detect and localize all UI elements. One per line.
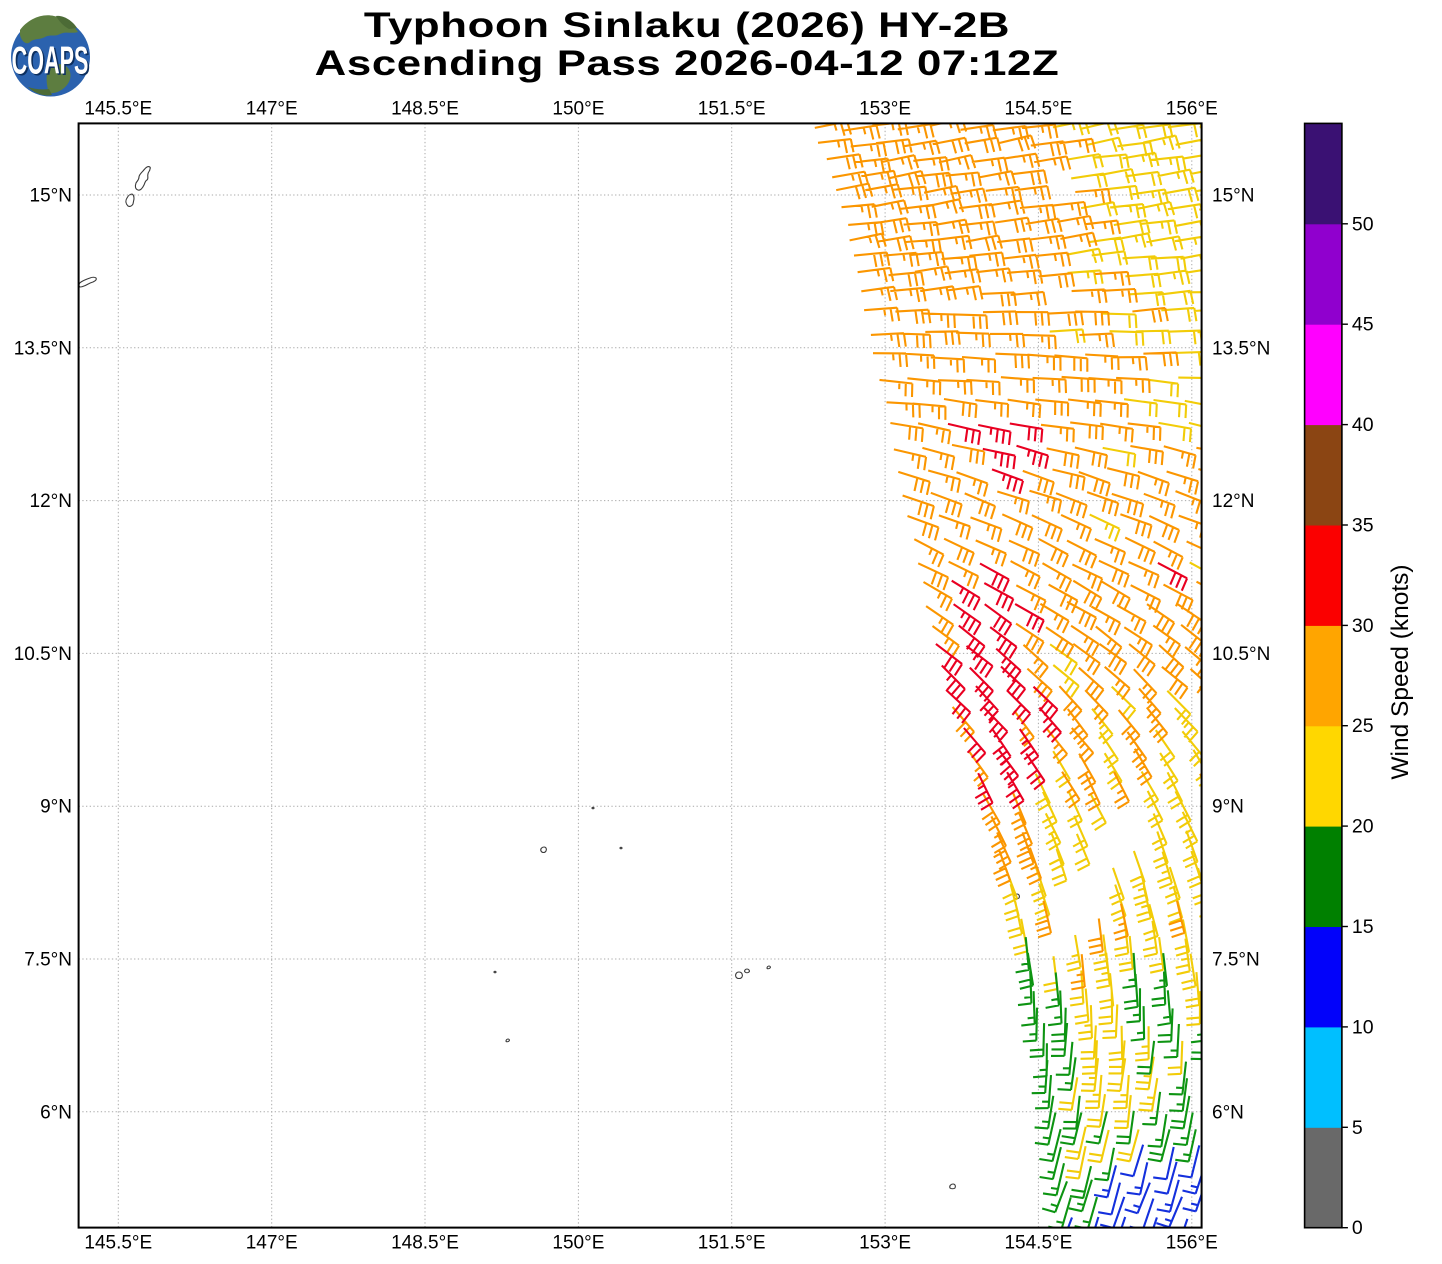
svg-text:30: 30	[1352, 615, 1374, 637]
svg-text:7.5°N: 7.5°N	[1212, 950, 1260, 971]
svg-text:151.5°E: 151.5°E	[698, 99, 766, 120]
svg-text:145.5°E: 145.5°E	[84, 99, 152, 120]
svg-text:Wind Speed (knots): Wind Speed (knots)	[1387, 564, 1414, 779]
svg-text:45: 45	[1352, 314, 1374, 336]
svg-text:15: 15	[1352, 916, 1374, 938]
svg-text:10.5°N: 10.5°N	[14, 644, 72, 665]
svg-text:COAPS: COAPS	[12, 39, 89, 82]
svg-text:151.5°E: 151.5°E	[698, 1233, 766, 1254]
svg-text:15°N: 15°N	[1212, 186, 1254, 207]
svg-text:150°E: 150°E	[552, 99, 604, 120]
svg-text:20: 20	[1352, 816, 1374, 838]
svg-text:9°N: 9°N	[40, 797, 72, 818]
svg-text:6°N: 6°N	[1212, 1102, 1244, 1123]
svg-text:12°N: 12°N	[30, 491, 72, 512]
svg-text:25: 25	[1352, 715, 1374, 737]
svg-text:147°E: 147°E	[246, 1233, 298, 1254]
svg-text:9°N: 9°N	[1212, 797, 1244, 818]
svg-text:6°N: 6°N	[40, 1102, 72, 1123]
svg-text:156°E: 156°E	[1166, 99, 1218, 120]
svg-text:13.5°N: 13.5°N	[1212, 338, 1270, 359]
svg-text:35: 35	[1352, 515, 1374, 537]
svg-text:0: 0	[1352, 1217, 1363, 1239]
svg-text:150°E: 150°E	[552, 1233, 604, 1254]
svg-text:15°N: 15°N	[30, 186, 72, 207]
svg-text:10.5°N: 10.5°N	[1212, 644, 1270, 665]
svg-text:148.5°E: 148.5°E	[391, 99, 459, 120]
svg-text:COAPS: COAPS	[13, 40, 90, 83]
svg-text:153°E: 153°E	[859, 1233, 911, 1254]
svg-text:12°N: 12°N	[1212, 491, 1254, 512]
svg-text:147°E: 147°E	[246, 99, 298, 120]
svg-text:7.5°N: 7.5°N	[24, 950, 72, 971]
svg-text:13.5°N: 13.5°N	[14, 338, 72, 359]
svg-text:148.5°E: 148.5°E	[391, 1233, 459, 1254]
svg-text:5: 5	[1352, 1117, 1363, 1139]
svg-text:154.5°E: 154.5°E	[1004, 1233, 1072, 1254]
svg-text:153°E: 153°E	[859, 99, 911, 120]
svg-text:156°E: 156°E	[1166, 1233, 1218, 1254]
svg-text:50: 50	[1352, 213, 1374, 235]
svg-text:40: 40	[1352, 414, 1374, 436]
svg-text:154.5°E: 154.5°E	[1004, 99, 1072, 120]
svg-text:145.5°E: 145.5°E	[84, 1233, 152, 1254]
svg-text:10: 10	[1352, 1016, 1374, 1038]
